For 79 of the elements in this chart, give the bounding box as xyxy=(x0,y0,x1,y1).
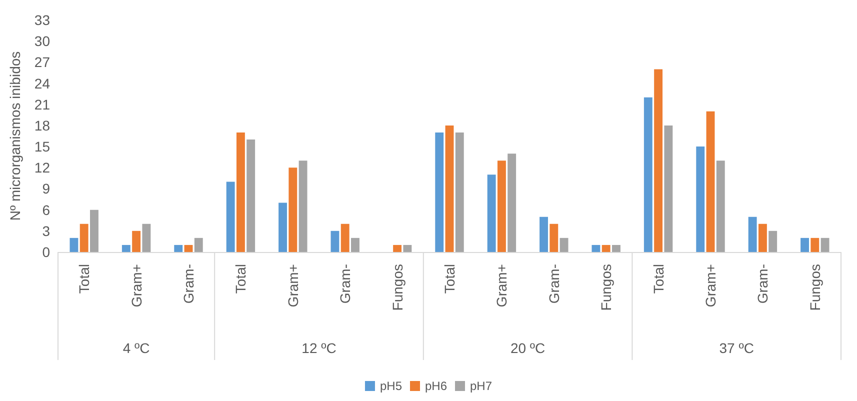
y-tick-label: 27 xyxy=(34,54,50,70)
bar xyxy=(194,238,203,252)
bar xyxy=(445,125,454,252)
x-tick-label: Fungos xyxy=(598,264,614,311)
bar xyxy=(508,154,516,252)
bar xyxy=(80,224,88,252)
legend-label: pH6 xyxy=(424,379,448,393)
y-tick-label: 9 xyxy=(42,180,50,197)
bar xyxy=(184,244,193,252)
legend-label: pH5 xyxy=(380,379,402,393)
bar xyxy=(142,224,151,252)
bar xyxy=(288,168,298,252)
x-tick-label: Fungos xyxy=(806,264,823,311)
y-tick-label: 6 xyxy=(42,202,50,218)
bar xyxy=(654,69,663,252)
bar xyxy=(226,182,235,252)
y-tick-label: 30 xyxy=(34,33,50,50)
x-tick-label: Gram- xyxy=(337,264,354,304)
bar xyxy=(696,146,705,252)
bar xyxy=(810,238,820,252)
x-tick-label: Total xyxy=(442,264,458,294)
bar xyxy=(330,230,340,252)
x-tick-label: Gram- xyxy=(754,264,771,304)
bar xyxy=(748,216,757,252)
text: 12 ºC xyxy=(302,340,336,356)
bar xyxy=(455,132,464,252)
x-tick-label: Gram+ xyxy=(494,264,510,308)
bar xyxy=(644,97,652,252)
text: 20 ºC xyxy=(510,340,546,356)
x-tick-label: Gram+ xyxy=(128,264,144,308)
x-tick-label: Total xyxy=(650,264,666,294)
x-tick-label: Total xyxy=(232,264,249,294)
bar xyxy=(132,230,141,252)
bar xyxy=(560,238,568,252)
legend-label: pH7 xyxy=(470,379,492,393)
bar xyxy=(393,244,402,252)
y-tick-label: 33 xyxy=(34,12,50,28)
text: 4 ºC xyxy=(122,340,150,356)
y-axis-title: Nº microrganismos inibidos xyxy=(7,51,23,221)
bar xyxy=(612,244,620,252)
bar xyxy=(90,210,98,252)
bar xyxy=(706,111,715,252)
x-tick-label: Fungos xyxy=(389,264,406,311)
bar xyxy=(340,224,350,252)
bar xyxy=(487,174,496,252)
bar xyxy=(768,230,778,252)
bar xyxy=(351,238,360,252)
y-tick-label: 18 xyxy=(34,117,50,134)
bar xyxy=(174,244,183,252)
bar xyxy=(758,224,767,252)
bar xyxy=(298,160,308,252)
bar xyxy=(716,160,725,252)
bar xyxy=(550,224,558,252)
bar xyxy=(403,244,412,252)
bar xyxy=(246,140,256,252)
bar xyxy=(497,160,506,252)
y-tick-label: 24 xyxy=(34,75,50,92)
bar xyxy=(236,132,245,252)
y-tick-label: 15 xyxy=(34,138,50,155)
bar xyxy=(820,238,830,252)
bar xyxy=(70,238,78,252)
bar xyxy=(800,238,809,252)
bar xyxy=(664,125,673,252)
x-tick-label: Gram- xyxy=(546,264,562,304)
text: 37 ºC xyxy=(719,340,754,356)
bar xyxy=(602,244,610,252)
y-tick-label: 21 xyxy=(34,96,50,112)
bar xyxy=(122,244,130,252)
bar xyxy=(278,202,287,252)
bar xyxy=(592,244,600,252)
x-tick-label: Total xyxy=(76,264,92,294)
y-tick-label: 0 xyxy=(42,244,50,260)
y-tick-label: 3 xyxy=(42,222,50,239)
y-tick-label: 12 xyxy=(34,160,50,176)
x-tick-label: Gram+ xyxy=(702,264,718,308)
x-tick-label: Gram+ xyxy=(284,264,301,308)
bar xyxy=(435,132,444,252)
x-tick-label: Gram- xyxy=(180,264,196,304)
bar xyxy=(540,216,548,252)
